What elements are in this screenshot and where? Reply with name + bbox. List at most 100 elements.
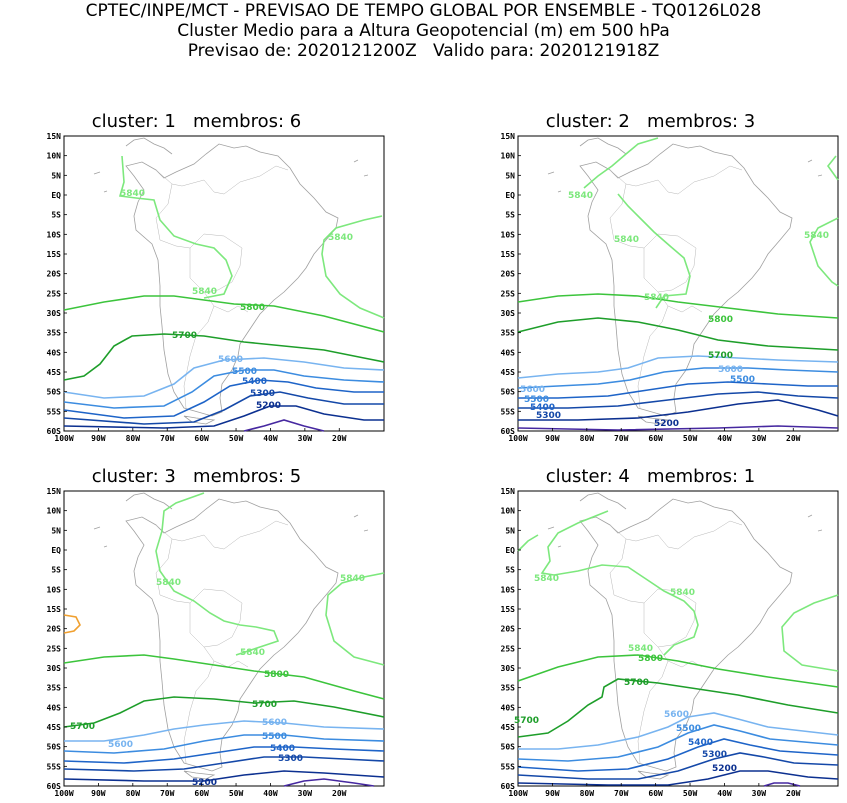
latitude-tick-label: EQ [505,191,515,200]
latitude-tick-label: 20S [501,270,516,279]
contour-5300 [517,752,839,780]
latitude-tick-label: 15N [47,487,62,496]
latitude-tick-label: 25S [501,289,516,298]
contour-5840-east [809,217,839,287]
contour-label: 5500 [676,724,701,734]
contour-5800 [517,654,839,688]
latitude-tick-label: 35S [47,329,62,338]
longitude-tick-label: 80W [126,789,141,798]
contour-label: 5700 [514,716,539,726]
header-title: CPTEC/INPE/MCT - PREVISAO DE TEMPO GLOBA… [85,1,762,21]
map-frame [517,135,839,432]
latitude-tick-label: 40S [47,348,62,357]
contour-5500 [63,734,385,754]
contour-label: 5840 [192,287,217,297]
latitude-tick-label: 15S [47,605,62,614]
contour-label: 5840 [568,191,593,201]
map-panel-cluster-4: cluster: 4 membros: 1 5840 5840 5840 580… [458,466,843,798]
contour-label: 5840 [804,231,829,241]
contour-5100 [283,778,375,787]
latitude-tick-label: 15N [47,132,62,141]
longitude-tick-label: 50W [229,789,244,798]
longitude-tick-label: 90W [545,789,560,798]
latitude-tick-label: 60S [47,782,62,791]
latitude-axis: 15N 10N 5N EQ 5S 10S 15S 20S 25S 30S 35S 40S 45S 50S 5… [47,132,67,436]
longitude-tick-label: 90W [91,789,106,798]
latitude-tick-label: 5S [51,566,61,575]
longitude-axis: 100W 90W 80W 70W 60W 50W 40W 30W 20W [54,783,347,798]
latitude-tick-label: 30S [501,309,516,318]
contour-5840-west [155,492,280,656]
panel-title: cluster: 3 membros: 5 [91,466,302,487]
contour-5200 [518,399,839,421]
longitude-tick-label: 70W [614,434,629,443]
contour-label: 5500 [262,732,287,742]
longitude-tick-label: 30W [752,434,767,443]
contour-label: 5600 [108,740,133,750]
panel-title: cluster: 2 membros: 3 [545,111,756,132]
contour-label: 5400 [242,377,267,387]
latitude-tick-label: 45S [501,723,516,732]
longitude-tick-label: 40W [263,434,278,443]
latitude-tick-label: 55S [501,407,516,416]
latitude-tick-label: 50S [501,388,516,397]
latitude-tick-label: 50S [501,743,516,752]
contour-5700 [63,696,385,728]
contour-label: 5600 [664,710,689,720]
contour-label: 5840 [240,648,265,658]
longitude-tick-label: 30W [752,789,767,798]
contour-label: 5840 [328,233,353,243]
longitude-tick-label: 20W [332,434,347,443]
contour-label: 5600 [718,365,743,375]
latitude-tick-label: 30S [47,309,62,318]
contour-label: 5840 [156,578,181,588]
contour-label: 5700 [708,351,733,361]
latitude-tick-label: 10S [47,585,62,594]
latitude-tick-label: 15S [501,605,516,614]
contour-5200 [517,770,839,786]
panel-title: cluster: 4 membros: 1 [545,466,756,487]
contour-label: 5600 [520,385,545,395]
contour-5840-west [540,510,699,656]
contour-label: 5700 [70,722,95,732]
latitude-tick-label: 25S [501,644,516,653]
contour-5700 [63,333,385,381]
contour-5400 [518,381,838,399]
latitude-tick-label: 40S [501,348,516,357]
longitude-tick-label: 40W [263,789,278,798]
longitude-tick-label: 60W [648,789,663,798]
latitude-tick-label: 35S [501,684,516,693]
longitude-tick-label: 90W [91,434,106,443]
contour-label: 5400 [270,744,295,754]
contour-5900 [63,614,81,634]
longitude-tick-label: 60W [194,789,209,798]
latitude-tick-label: 25S [47,644,62,653]
contour-5600 [518,712,839,750]
map-panel-cluster-1: cluster: 1 membros: 6 5840 5840 5840 580… [4,111,389,443]
longitude-tick-label: 70W [160,789,175,798]
contour-5100 [517,425,839,431]
longitude-tick-label: 60W [648,434,663,443]
longitude-tick-label: 100W [508,789,527,798]
panel-title: cluster: 1 membros: 6 [91,111,302,132]
map-frame [517,490,839,787]
contour-label: 5500 [730,375,755,385]
longitude-tick-label: 20W [332,789,347,798]
contour-label: 5840 [120,189,145,199]
latitude-tick-label: 55S [47,407,62,416]
contour-label: 5840 [534,574,559,584]
map-panel-cluster-3: cluster: 3 membros: 5 5840 5840 5840 580… [4,466,389,798]
latitude-tick-label: 10N [501,507,516,516]
contour-5400 [63,379,384,419]
contour-5100 [763,782,801,787]
contour-map: 5840 5840 5840 5800 5700 5600 5500 5400 … [47,132,385,443]
contour-label: 5300 [702,750,727,760]
contour-5700 [517,678,839,738]
contour-5700 [517,317,839,351]
latitude-tick-label: 35S [501,329,516,338]
contour-label: 5300 [536,411,561,421]
map-panel-cluster-2: cluster: 2 membros: 3 5840 5840 5840 584… [458,111,843,443]
longitude-tick-label: 70W [614,789,629,798]
contour-5800 [517,293,839,319]
latitude-tick-label: 50S [47,743,62,752]
